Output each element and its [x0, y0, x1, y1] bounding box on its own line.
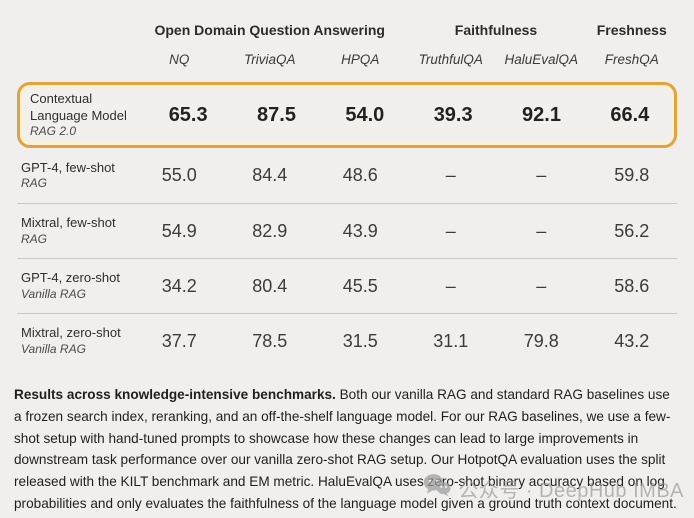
cell-haluevalqa: – — [536, 220, 547, 241]
cell-truthfulqa: – — [445, 275, 456, 296]
row-label: Contextual Language Model RAG 2.0 — [30, 91, 144, 139]
row-variant-label: Vanilla RAG — [21, 286, 86, 301]
cell-triviaqa: 87.5 — [257, 103, 296, 126]
cell-haluevalqa: 79.8 — [523, 330, 559, 351]
cell-truthfulqa: – — [445, 220, 456, 241]
column-header-hpqa: HPQA — [341, 51, 380, 67]
row-model-name: GPT-4, few-shot — [21, 159, 115, 175]
cell-truthfulqa: – — [445, 165, 456, 185]
row-variant-label: RAG — [21, 176, 48, 191]
cell-nq: 65.3 — [168, 103, 208, 126]
column-header-row: NQ TriviaQA HPQA TruthfulQA HaluEvalQA F… — [17, 38, 677, 80]
group-header-faithfulness: Faithfulness — [454, 22, 538, 38]
table-row-mixtral-zero-shot: Mixtral, zero-shot Vanilla RAG 37.7 78.5… — [17, 313, 677, 368]
cell-nq: 55.0 — [161, 165, 197, 185]
cell-truthfulqa: 31.1 — [433, 330, 469, 351]
group-header-freshness: Freshness — [596, 22, 667, 38]
cell-hpqa: 31.5 — [342, 330, 378, 351]
table-row-gpt4-zero-shot: GPT-4, zero-shot Vanilla RAG 34.2 80.4 4… — [17, 258, 677, 313]
row-model-name: Mixtral, few-shot — [21, 215, 116, 231]
cell-truthfulqa: 39.3 — [433, 103, 473, 126]
table-caption: Results across knowledge-intensive bench… — [14, 384, 680, 518]
cell-freshqa: 43.2 — [614, 330, 650, 351]
cell-hpqa: 48.6 — [342, 165, 378, 185]
cell-nq: 37.7 — [161, 330, 197, 351]
cell-triviaqa: 78.5 — [252, 330, 288, 351]
cell-nq: 34.2 — [161, 275, 197, 296]
row-variant-label: Vanilla RAG — [21, 341, 86, 356]
cell-freshqa: 56.2 — [614, 220, 650, 241]
column-header-freshqa: FreshQA — [604, 51, 659, 67]
table-row-gpt4-few-shot: GPT-4, few-shot RAG 55.0 84.4 48.6 – – 5… — [17, 148, 677, 203]
column-header-truthfulqa: TruthfulQA — [418, 51, 483, 67]
row-label: Mixtral, few-shot RAG — [17, 215, 134, 246]
row-variant-label: RAG 2.0 — [30, 123, 77, 138]
caption-body: Both our vanilla RAG and standard RAG ba… — [14, 387, 677, 518]
column-header-haluevalqa: HaluEvalQA — [504, 51, 579, 67]
row-label: GPT-4, few-shot RAG — [17, 160, 134, 191]
cell-hpqa: 45.5 — [342, 275, 378, 296]
cell-hpqa: 54.0 — [345, 103, 385, 126]
highlighted-row-outline: Contextual Language Model RAG 2.0 65.3 8… — [17, 82, 677, 148]
cell-nq: 54.9 — [161, 220, 197, 241]
table-row-mixtral-few-shot: Mixtral, few-shot RAG 54.9 82.9 43.9 – –… — [17, 203, 677, 258]
cell-freshqa: 66.4 — [610, 103, 650, 126]
cell-triviaqa: 80.4 — [252, 275, 288, 296]
cell-triviaqa: 84.4 — [252, 165, 288, 185]
cell-haluevalqa: – — [536, 275, 547, 296]
row-label: Mixtral, zero-shot Vanilla RAG — [17, 325, 134, 356]
row-model-name: Mixtral, zero-shot — [21, 325, 121, 341]
cell-hpqa: 43.9 — [342, 220, 378, 241]
benchmark-table: Open Domain Question Answering Faithfuln… — [17, 2, 677, 368]
caption-lead: Results across knowledge-intensive bench… — [14, 387, 336, 402]
cell-freshqa: 58.6 — [614, 275, 650, 296]
row-variant-label: RAG — [21, 231, 48, 246]
cell-freshqa: 59.8 — [614, 165, 650, 185]
group-header-row: Open Domain Question Answering Faithfuln… — [17, 2, 677, 38]
table-row-contextual-language-model: Contextual Language Model RAG 2.0 65.3 8… — [20, 85, 674, 145]
column-header-nq: NQ — [169, 51, 190, 67]
row-model-name: Contextual Language Model — [30, 91, 127, 123]
row-label: GPT-4, zero-shot Vanilla RAG — [17, 270, 134, 301]
group-header-open-domain-qa: Open Domain Question Answering — [154, 22, 385, 38]
cell-triviaqa: 82.9 — [252, 220, 288, 241]
cell-haluevalqa: 92.1 — [522, 103, 561, 126]
cell-haluevalqa: – — [536, 165, 547, 185]
column-header-triviaqa: TriviaQA — [243, 51, 296, 67]
row-model-name: GPT-4, zero-shot — [21, 270, 120, 286]
